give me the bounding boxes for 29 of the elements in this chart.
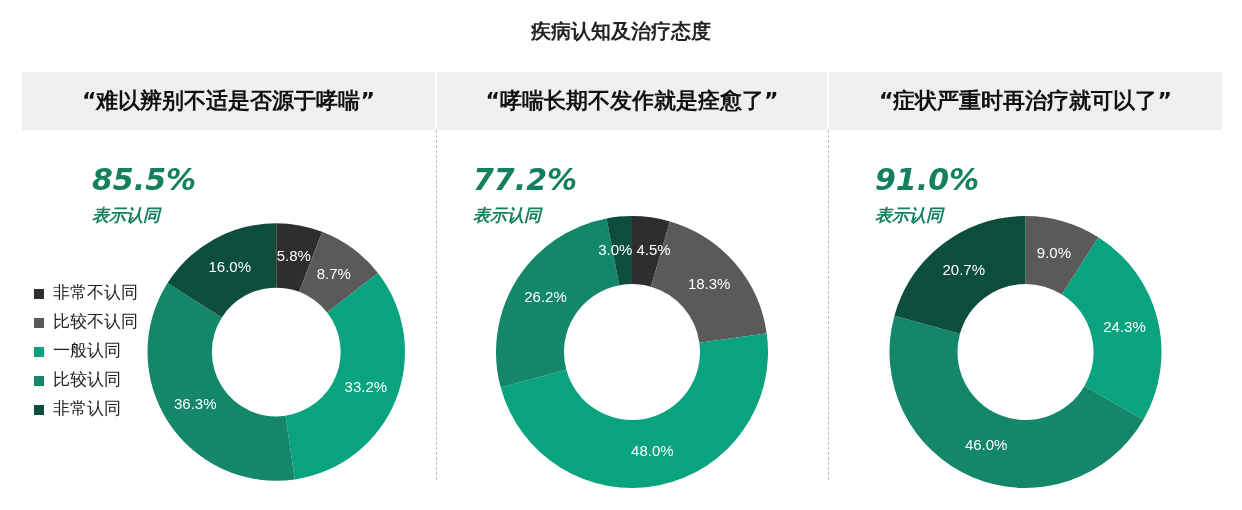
text: 表示认同	[92, 204, 160, 227]
legend-label: 非常不认同	[52, 282, 138, 303]
data-label: 4.5%	[636, 241, 671, 259]
data-label: 3.0%	[598, 240, 633, 258]
chart-title: “症状严重时再治疗就可以了”	[829, 72, 1222, 130]
chart-title: “哮喘长期不发作就是痊愈了”	[437, 72, 827, 130]
legend-label: 非常认同	[52, 398, 121, 419]
data-label: 8.7%	[316, 264, 351, 282]
data-label: 24.3%	[1103, 317, 1146, 335]
data-label: 26.2%	[524, 288, 567, 306]
chart-title: “难以辨别不适是否源于哮喘”	[22, 72, 435, 130]
data-label: 46.0%	[964, 436, 1008, 454]
data-label: 20.7%	[942, 260, 986, 278]
text: 77.2%	[473, 162, 578, 197]
data-label: 5.8%	[276, 247, 311, 265]
text: 85.5%	[92, 162, 197, 197]
data-label: 48.0%	[631, 442, 674, 460]
legend-label: 比较认同	[52, 369, 121, 390]
text: 91.0%	[875, 162, 980, 197]
data-label: 36.3%	[173, 394, 217, 412]
text: 表示认同	[875, 204, 943, 227]
data-label: 9.0%	[1036, 244, 1072, 262]
data-label: 16.0%	[208, 257, 251, 275]
data-label: 33.2%	[344, 378, 388, 396]
text: 疾病认知及治疗态度	[530, 18, 712, 45]
text: 表示认同	[473, 204, 541, 227]
data-label: 18.3%	[687, 275, 731, 293]
legend-label: 一般认同	[52, 340, 121, 361]
legend-label: 比较不认同	[52, 311, 138, 332]
